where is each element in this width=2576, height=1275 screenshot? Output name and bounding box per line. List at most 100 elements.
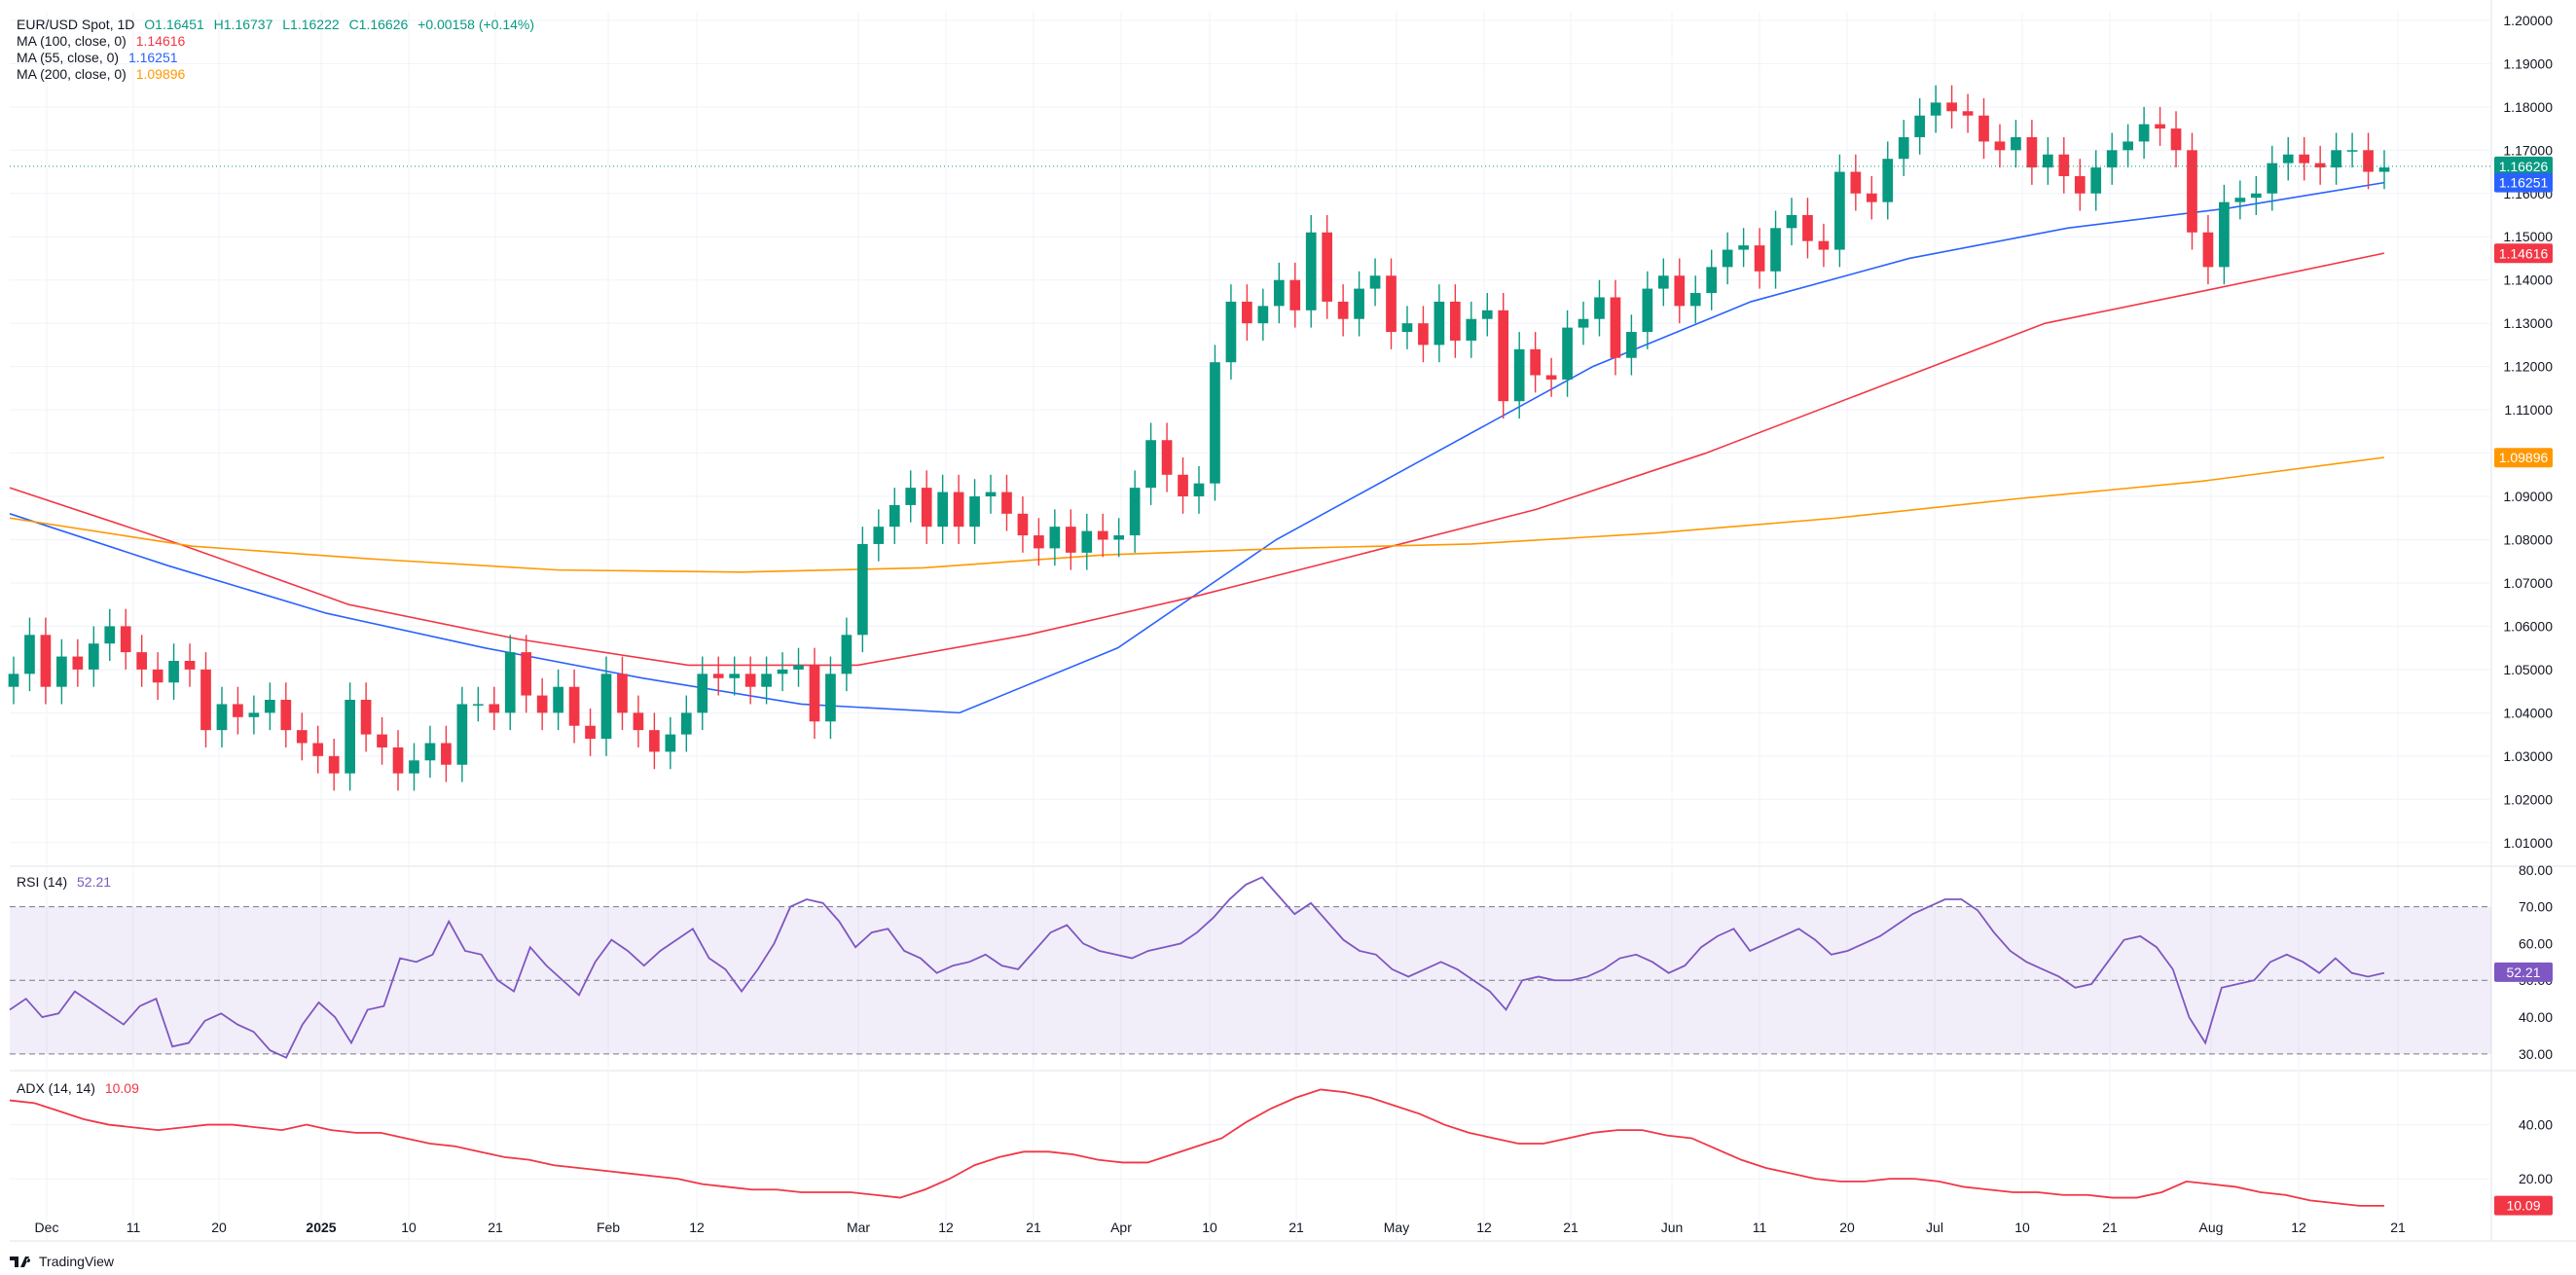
candle-body — [489, 704, 500, 713]
time-tick-label: Mar — [847, 1220, 870, 1235]
candle-body — [2267, 163, 2278, 194]
candle-body — [2058, 154, 2070, 176]
candle-body — [985, 492, 997, 497]
candle-body — [2187, 150, 2197, 233]
price-badge — [2494, 172, 2553, 193]
candle-body — [40, 635, 52, 687]
candle-body — [56, 656, 67, 687]
price-tick-label: 1.09000 — [2503, 489, 2553, 504]
ma200-legend: MA (200, close, 0) 1.09896 — [17, 66, 191, 83]
candle-body — [1337, 301, 1349, 319]
candle-body — [1257, 306, 1269, 324]
adx-tick-label: 40.00 — [2519, 1117, 2553, 1133]
tradingview-logo[interactable]: TradingView — [10, 1254, 114, 1269]
candle-body — [1578, 318, 1589, 328]
candle-body — [136, 652, 148, 670]
candle-body — [2219, 201, 2230, 268]
change-value: +0.00158 (+0.14%) — [417, 17, 535, 32]
candle-body — [1866, 193, 1877, 202]
candle-body — [2122, 141, 2133, 151]
candle-body — [1930, 102, 1941, 116]
candle-body — [2106, 150, 2118, 168]
price-tick-label: 1.11000 — [2504, 402, 2553, 418]
candle-body — [1722, 249, 1733, 268]
candle-body — [905, 488, 917, 505]
candle-body — [312, 743, 324, 756]
price-tick-label: 1.15000 — [2503, 229, 2553, 244]
candle-body — [1322, 232, 1333, 302]
ma100-legend: MA (100, close, 0) 1.14616 — [17, 33, 191, 50]
candle-body — [1225, 301, 1237, 363]
price-badge-label: 1.16626 — [2499, 159, 2549, 174]
ma55-legend: MA (55, close, 0) 1.16251 — [17, 50, 184, 66]
main-legend: EUR/USD Spot, 1D O1.16451 H1.16737 L1.16… — [17, 17, 540, 33]
time-tick-label: 20 — [211, 1220, 227, 1235]
adx-tick-label: 20.00 — [2519, 1171, 2553, 1186]
time-tick-label: 10 — [401, 1220, 417, 1235]
candle-body — [280, 700, 292, 731]
candle-body — [2011, 136, 2021, 151]
time-tick-label: 21 — [1026, 1220, 1041, 1235]
candle-body — [1113, 535, 1125, 540]
candle-body — [1962, 111, 1974, 116]
candle-body — [233, 704, 243, 717]
candle-body — [104, 626, 116, 644]
time-tick-label: Jun — [1661, 1220, 1684, 1235]
price-tick-label: 1.13000 — [2503, 315, 2553, 331]
candle-body — [184, 661, 196, 670]
candle-body — [248, 712, 260, 717]
candle-body — [969, 496, 980, 528]
ma-line — [9, 456, 2385, 573]
candle-body — [409, 760, 419, 774]
candle-body — [1850, 171, 1862, 194]
candle-body — [1305, 232, 1317, 310]
ma200-value: 1.09896 — [135, 66, 186, 82]
candle-body — [1161, 440, 1173, 475]
candles — [8, 85, 2390, 791]
candle-body — [377, 734, 387, 747]
brand-label: TradingView — [39, 1254, 115, 1269]
candle-body — [2331, 150, 2341, 168]
price-tick-label: 1.20000 — [2503, 13, 2553, 28]
candle-body — [1594, 297, 1605, 319]
candle-body — [809, 665, 820, 722]
candle-body — [633, 712, 644, 731]
candle-body — [2074, 175, 2086, 194]
candle-body — [1354, 288, 1364, 319]
rsi-tick-label: 80.00 — [2519, 862, 2553, 878]
ma200-label: MA (200, close, 0) — [17, 66, 127, 82]
price-tick-label: 1.05000 — [2503, 662, 2553, 677]
time-tick-label: 11 — [127, 1220, 141, 1235]
time-tick-label: 12 — [689, 1220, 705, 1235]
time-tick-label: 11 — [1753, 1220, 1767, 1235]
candle-body — [793, 665, 804, 670]
price-tick-label: 1.08000 — [2503, 531, 2553, 547]
candle-body — [600, 674, 612, 740]
candle-body — [1674, 275, 1686, 307]
ma-line — [9, 252, 2385, 667]
time-tick-label: Apr — [1110, 1220, 1132, 1235]
time-tick-label: 12 — [938, 1220, 954, 1235]
candle-body — [1433, 301, 1445, 346]
candle-body — [1273, 279, 1285, 307]
time-tick-label: 10 — [2014, 1220, 2030, 1235]
candle-body — [1706, 267, 1718, 294]
ma55-value: 1.16251 — [127, 50, 178, 65]
rsi-line — [9, 876, 2385, 1059]
candle-body — [1049, 527, 1061, 549]
candle-body — [2043, 154, 2053, 168]
ma100-label: MA (100, close, 0) — [17, 33, 127, 49]
candle-body — [120, 626, 131, 653]
candle-body — [2234, 198, 2246, 202]
candle-body — [1034, 535, 1044, 549]
candle-body — [1994, 141, 2006, 151]
open-value: O1.16451 — [144, 17, 204, 32]
candle-body — [472, 704, 484, 706]
candle-body — [1481, 310, 1493, 319]
candle-body — [1210, 362, 1220, 484]
candle-body — [1626, 332, 1637, 358]
candle-body — [1898, 136, 1909, 160]
candle-body — [1145, 440, 1156, 489]
candle-body — [1017, 513, 1029, 536]
